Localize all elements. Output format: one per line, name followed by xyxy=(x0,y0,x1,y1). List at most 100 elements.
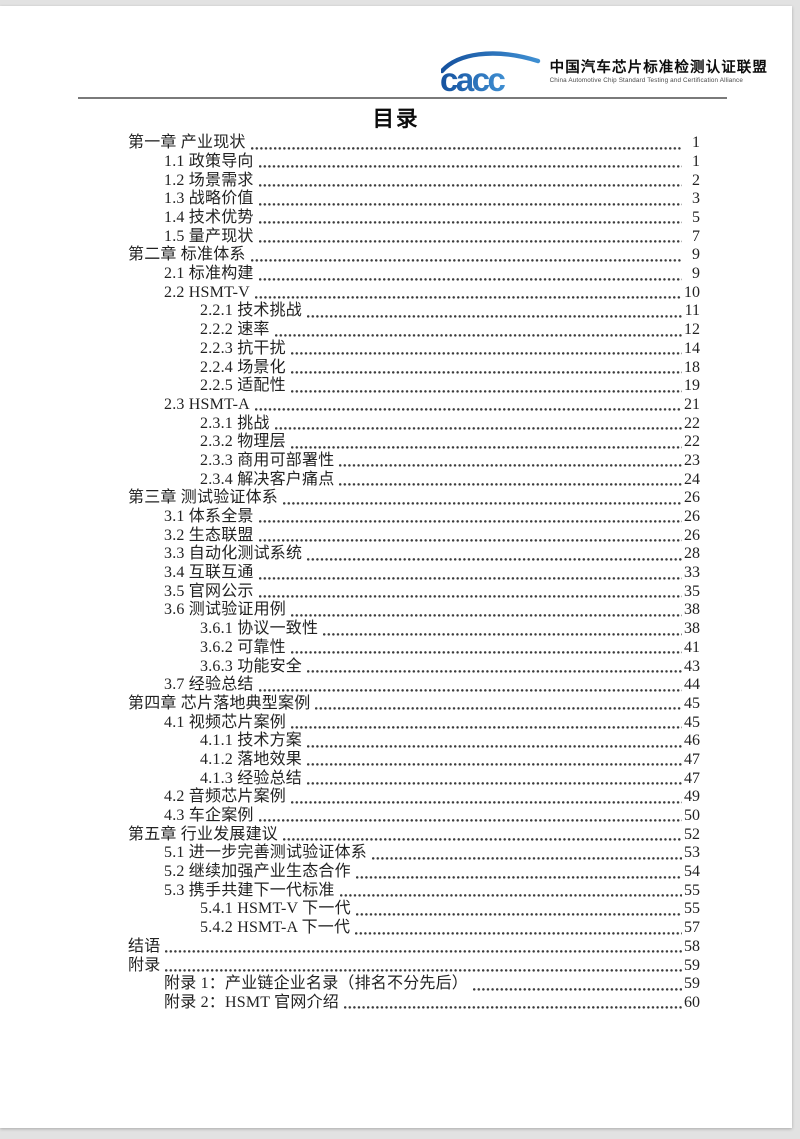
toc-entry: 2.2.4 场景化 18 xyxy=(0,358,700,377)
toc-page-number: 28 xyxy=(684,545,700,563)
toc-entry-label: 5.4.1 HSMT-V 下一代 xyxy=(200,900,351,918)
toc-entry: 1.4 技术优势 5 xyxy=(0,209,700,228)
dot-leader xyxy=(307,781,682,787)
toc-entry-label: 3.5 官网公示 xyxy=(164,582,254,600)
toc-entry-label: 2.2.2 速率 xyxy=(200,321,270,339)
toc-entry-label: 4.2 音频芯片案例 xyxy=(164,788,287,806)
toc-entry-label: 2.2.4 场景化 xyxy=(200,358,286,376)
toc-entry: 附录 1：产业链企业名录（排名不分先后） 59 xyxy=(0,975,700,994)
toc-entry-label: 1.4 技术优势 xyxy=(164,209,254,227)
dot-leader xyxy=(290,444,682,450)
toc-entry: 4.1 视频芯片案例 45 xyxy=(0,713,700,732)
toc-entry-label: 2.2.1 技术挑战 xyxy=(200,302,303,320)
toc-page-number: 35 xyxy=(684,582,700,600)
toc-page-number: 1 xyxy=(692,152,700,170)
toc-entry: 5.4.1 HSMT-V 下一代 55 xyxy=(0,900,700,919)
toc-entry: 3.6.1 协议一致性 38 xyxy=(0,620,700,639)
toc-page-number: 55 xyxy=(684,900,700,918)
dot-leader xyxy=(355,911,682,917)
toc-entry-label: 5.3 携手共建下一代标准 xyxy=(164,881,335,899)
toc-entry-label: 第五章 行业发展建议 xyxy=(128,825,279,843)
toc-entry-label: 结语 xyxy=(128,937,161,955)
toc-entry-label: 第一章 产业现状 xyxy=(128,134,246,152)
toc-page-number: 26 xyxy=(684,489,700,507)
toc-entry-label: 附录 xyxy=(128,956,161,974)
toc-entry-label: 3.1 体系全景 xyxy=(164,508,254,526)
toc-page-number: 11 xyxy=(684,302,700,320)
toc-entry: 3.1 体系全景 26 xyxy=(0,508,700,527)
dot-leader xyxy=(343,1005,682,1011)
toc-entry: 1.2 场景需求 2 xyxy=(0,171,700,190)
dot-leader xyxy=(355,930,682,936)
toc-page-number: 38 xyxy=(684,620,700,638)
toc-page-number: 44 xyxy=(684,676,700,694)
toc-entry-label: 2.3.4 解决客户痛点 xyxy=(200,470,335,488)
toc-entry: 2.2.2 速率 12 xyxy=(0,321,700,340)
toc-entry-label: 4.1.3 经验总结 xyxy=(200,769,303,787)
dot-leader xyxy=(323,631,682,637)
toc-page-number: 26 xyxy=(684,526,700,544)
toc-page-number: 10 xyxy=(684,283,700,301)
dot-leader xyxy=(258,220,682,226)
dot-leader xyxy=(258,164,682,170)
toc-entry: 4.3 车企案例 50 xyxy=(0,807,700,826)
dot-leader xyxy=(307,762,682,768)
toc-entry: 2.1 标准构建 9 xyxy=(0,265,700,284)
toc-entry-label: 5.1 进一步完善测试验证体系 xyxy=(164,844,368,862)
dot-leader xyxy=(274,426,682,431)
dot-leader xyxy=(250,145,682,151)
toc-entry: 4.2 音频芯片案例 49 xyxy=(0,788,700,807)
dot-leader xyxy=(283,837,682,843)
toc-entry: 附录 59 xyxy=(0,956,700,975)
toc-page-number: 23 xyxy=(684,451,700,469)
toc-entry-label: 3.2 生态联盟 xyxy=(164,526,254,544)
toc-page-number: 52 xyxy=(684,825,700,843)
toc-page-number: 19 xyxy=(684,377,700,395)
cacc-logo-icon: cacc xyxy=(440,51,540,94)
dot-leader xyxy=(339,893,682,899)
toc-entry: 3.6.3 功能安全 43 xyxy=(0,657,700,676)
toc-page-number: 57 xyxy=(684,919,700,937)
toc-entry: 第五章 行业发展建议 52 xyxy=(0,825,700,844)
toc-page-number: 59 xyxy=(684,956,700,974)
toc-entry-label: 5.4.2 HSMT-A 下一代 xyxy=(200,919,351,937)
toc-entry-label: 4.1.2 落地效果 xyxy=(200,750,303,768)
toc-page-number: 45 xyxy=(684,713,700,731)
toc-page-number: 33 xyxy=(684,564,700,582)
dot-leader xyxy=(290,388,682,394)
toc-entry: 4.1.1 技术方案 46 xyxy=(0,732,700,751)
toc-entry-label: 第四章 芯片落地典型案例 xyxy=(128,694,311,712)
toc-page-number: 50 xyxy=(684,807,700,825)
logo-acronym-text: cacc xyxy=(441,61,506,94)
dot-leader xyxy=(355,874,682,880)
toc-page-number: 59 xyxy=(684,975,700,993)
toc-entry-label: 2.2 HSMT-V xyxy=(164,283,250,301)
dot-leader xyxy=(290,650,682,656)
dot-leader xyxy=(307,313,682,319)
toc-entry: 第二章 标准体系 9 xyxy=(0,246,700,265)
toc-page-number: 43 xyxy=(684,657,700,675)
dot-leader xyxy=(258,818,682,824)
dot-leader xyxy=(258,201,682,207)
toc-entry: 2.2 HSMT-V 10 xyxy=(0,284,700,303)
dot-leader xyxy=(258,276,682,282)
toc-entry: 第四章 芯片落地典型案例 45 xyxy=(0,695,700,714)
toc-entry-label: 3.6.3 功能安全 xyxy=(200,657,303,675)
toc-page-number: 47 xyxy=(684,750,700,768)
toc-page-number: 26 xyxy=(684,508,700,526)
toc-entry-label: 3.6 测试验证用例 xyxy=(164,601,287,619)
toc-entry: 附录 2：HSMT 官网介绍 60 xyxy=(0,994,700,1013)
dot-leader xyxy=(372,855,682,861)
dot-leader xyxy=(307,743,682,749)
toc-page-number: 49 xyxy=(684,788,700,806)
dot-leader xyxy=(258,575,682,581)
dot-leader xyxy=(473,986,682,992)
toc-entry: 2.2.3 抗干扰 14 xyxy=(0,340,700,359)
toc-page-number: 9 xyxy=(692,265,700,283)
toc-entry: 2.2.5 适配性 19 xyxy=(0,377,700,396)
dot-leader xyxy=(165,967,682,973)
toc-entry: 1.5 量产现状 7 xyxy=(0,227,700,246)
dot-leader xyxy=(315,706,682,712)
toc-entry-label: 1.5 量产现状 xyxy=(164,227,254,245)
